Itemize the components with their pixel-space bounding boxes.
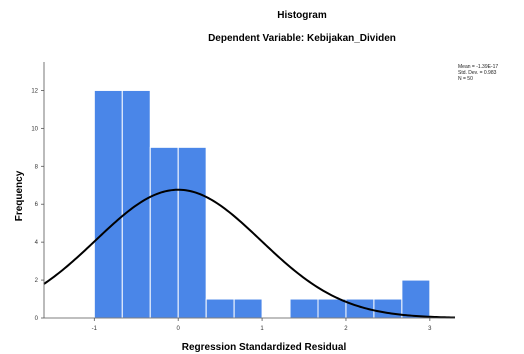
chart-subtitle: Dependent Variable: Kebijakan_Dividen	[208, 33, 396, 44]
x-tick-label: -1	[92, 326, 98, 332]
y-tick-label: 2	[35, 278, 39, 284]
y-tick-label: 12	[31, 88, 38, 94]
x-tick-label: 3	[428, 326, 432, 332]
stats-mean: Mean = -1.39E-17	[458, 64, 499, 70]
histogram-bar	[317, 298, 347, 319]
stats-std-dev: Std. Dev. = 0.983	[458, 70, 497, 76]
histogram-bar	[149, 146, 179, 319]
y-tick-label: 10	[31, 126, 38, 132]
histogram-bar	[233, 298, 263, 319]
curve-layer	[43, 188, 456, 319]
histogram-bar	[205, 298, 235, 319]
chart-title: Histogram	[277, 10, 327, 21]
x-axis-title: Regression Standardized Residual	[182, 342, 347, 353]
histogram-bar	[93, 89, 123, 319]
y-tick-label: 4	[35, 240, 39, 246]
x-tick-label: 2	[344, 326, 348, 332]
y-tick-label: 6	[35, 202, 39, 208]
histogram-bar	[177, 146, 207, 319]
y-tick-label: 0	[35, 316, 39, 322]
normal-curve	[43, 188, 456, 319]
x-tick-label: 1	[260, 326, 264, 332]
histogram-bar	[289, 298, 319, 319]
x-tick-label: 0	[177, 326, 181, 332]
stats-n: N = 50	[458, 76, 473, 82]
bars-layer	[93, 89, 431, 319]
y-tick-label: 8	[35, 164, 39, 170]
stats-legend: Mean = -1.39E-17 Std. Dev. = 0.983 N = 5…	[458, 64, 498, 82]
histogram-bar	[401, 279, 431, 319]
y-axis-title: Frequency	[14, 170, 25, 221]
